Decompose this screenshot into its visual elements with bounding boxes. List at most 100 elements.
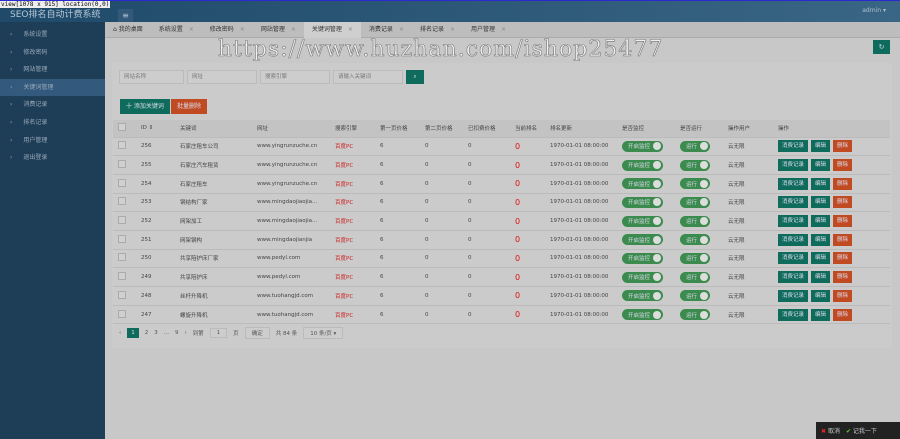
- close-tab-icon[interactable]: ×: [290, 26, 296, 33]
- edit-button[interactable]: 编辑: [811, 215, 831, 228]
- delete-button[interactable]: 删除: [833, 140, 853, 153]
- delete-button[interactable]: 删除: [833, 215, 853, 228]
- per-page-select[interactable]: 10 条/页 ▾: [303, 327, 344, 339]
- consume-record-button[interactable]: 消费记录: [778, 289, 809, 302]
- next-page-button[interactable]: ›: [184, 330, 187, 336]
- sidebar-item[interactable]: › 排名记录: [0, 114, 105, 132]
- prev-page-button[interactable]: ‹: [119, 330, 122, 336]
- close-tab-icon[interactable]: ×: [398, 26, 404, 33]
- row-checkbox-cell[interactable]: [113, 286, 136, 306]
- tab[interactable]: 关键词管理 ×: [303, 22, 361, 38]
- page-button[interactable]: 1: [127, 328, 139, 338]
- page-number-input[interactable]: 1: [209, 328, 228, 338]
- batch-delete-button[interactable]: 批量删除: [171, 99, 208, 114]
- sidebar-item[interactable]: › 用户管理: [0, 132, 105, 150]
- keyword-input[interactable]: 请输入关键词: [333, 70, 403, 84]
- monitor-toggle[interactable]: 开启监控: [622, 309, 664, 321]
- monitor-toggle[interactable]: 开启监控: [622, 178, 664, 190]
- monitor-toggle[interactable]: 开启监控: [622, 271, 664, 283]
- sidebar-item[interactable]: › 关键词管理: [0, 78, 105, 97]
- page-button[interactable]: 9: [174, 330, 179, 336]
- refresh-button[interactable]: ↻: [873, 40, 890, 54]
- run-toggle[interactable]: 运行: [680, 271, 711, 283]
- monitor-toggle[interactable]: 开启监控: [622, 140, 664, 152]
- consume-record-button[interactable]: 消费记录: [778, 177, 809, 190]
- row-checkbox[interactable]: [118, 141, 126, 150]
- row-checkbox-cell[interactable]: [113, 193, 136, 213]
- row-checkbox-cell[interactable]: [113, 137, 136, 157]
- sidebar-item[interactable]: › 修改密码: [0, 44, 105, 62]
- run-toggle[interactable]: 运行: [680, 234, 711, 246]
- delete-button[interactable]: 删除: [833, 271, 853, 284]
- run-toggle[interactable]: 运行: [680, 215, 711, 227]
- row-checkbox-cell[interactable]: [113, 155, 136, 175]
- page-button[interactable]: 2: [144, 330, 149, 336]
- close-tab-icon[interactable]: ×: [239, 26, 245, 33]
- delete-button[interactable]: 删除: [833, 289, 853, 302]
- tab[interactable]: ⌂ 我的桌面: [105, 22, 151, 38]
- guide-ok-button[interactable]: ✔ 记我一下: [845, 428, 877, 435]
- sort-icon[interactable]: ⇕: [146, 125, 154, 132]
- select-all-checkbox[interactable]: [113, 120, 136, 138]
- url-input[interactable]: 网址: [187, 70, 257, 84]
- goto-confirm-button[interactable]: 确定: [244, 327, 270, 339]
- delete-button[interactable]: 删除: [833, 177, 853, 190]
- row-checkbox[interactable]: [118, 253, 126, 262]
- user-menu[interactable]: admin ▾: [862, 7, 886, 14]
- row-checkbox-cell[interactable]: [113, 211, 136, 231]
- row-checkbox[interactable]: [118, 309, 126, 318]
- consume-record-button[interactable]: 消费记录: [778, 159, 809, 172]
- edit-button[interactable]: 编辑: [811, 252, 831, 265]
- row-checkbox[interactable]: [118, 197, 126, 206]
- add-keyword-button[interactable]: 十 添加关键词: [120, 99, 170, 114]
- consume-record-button[interactable]: 消费记录: [778, 215, 809, 228]
- row-checkbox[interactable]: [118, 290, 126, 299]
- close-tab-icon[interactable]: ×: [347, 26, 353, 33]
- monitor-toggle[interactable]: 开启监控: [622, 215, 664, 227]
- run-toggle[interactable]: 运行: [680, 309, 711, 321]
- row-checkbox-cell[interactable]: [113, 174, 136, 194]
- monitor-toggle[interactable]: 开启监控: [622, 159, 664, 171]
- row-checkbox[interactable]: [118, 234, 126, 243]
- row-checkbox[interactable]: [118, 178, 126, 187]
- page-button[interactable]: 3: [154, 330, 158, 336]
- delete-button[interactable]: 删除: [833, 159, 853, 172]
- row-checkbox-cell[interactable]: [113, 267, 136, 287]
- tab[interactable]: 排名记录 ×: [412, 22, 463, 38]
- consume-record-button[interactable]: 消费记录: [778, 140, 809, 153]
- edit-button[interactable]: 编辑: [811, 140, 831, 153]
- consume-record-button[interactable]: 消费记录: [778, 252, 809, 265]
- run-toggle[interactable]: 运行: [680, 178, 711, 190]
- row-checkbox-cell[interactable]: [113, 305, 136, 325]
- site-name-input[interactable]: 网站名称: [119, 70, 184, 84]
- edit-button[interactable]: 编辑: [811, 177, 831, 190]
- tab[interactable]: 用户管理 ×: [463, 22, 514, 38]
- run-toggle[interactable]: 运行: [680, 159, 711, 171]
- sidebar-item[interactable]: › 系统设置: [0, 26, 105, 44]
- delete-button[interactable]: 删除: [833, 196, 853, 209]
- row-checkbox-cell[interactable]: [113, 230, 136, 250]
- menu-toggle-button[interactable]: ≡: [118, 9, 133, 22]
- sidebar-item[interactable]: › 网站管理: [0, 61, 105, 79]
- close-tab-icon[interactable]: ×: [501, 26, 507, 33]
- guide-cancel-button[interactable]: ✖ 取消: [821, 428, 840, 435]
- run-toggle[interactable]: 运行: [680, 140, 711, 152]
- close-tab-icon[interactable]: ×: [188, 26, 194, 33]
- sidebar-item[interactable]: › 退出登录: [0, 149, 105, 167]
- tab[interactable]: 消费记录 ×: [361, 22, 412, 38]
- monitor-toggle[interactable]: 开启监控: [622, 234, 664, 246]
- consume-record-button[interactable]: 消费记录: [778, 308, 809, 321]
- row-checkbox[interactable]: [118, 272, 126, 281]
- monitor-toggle[interactable]: 开启监控: [622, 290, 664, 302]
- engine-select[interactable]: 搜索引擎: [260, 70, 330, 84]
- edit-button[interactable]: 编辑: [811, 196, 831, 209]
- edit-button[interactable]: 编辑: [811, 233, 831, 246]
- run-toggle[interactable]: 运行: [680, 252, 711, 264]
- delete-button[interactable]: 删除: [833, 252, 853, 265]
- edit-button[interactable]: 编辑: [811, 159, 831, 172]
- close-tab-icon[interactable]: ×: [449, 26, 456, 33]
- tab[interactable]: 修改密码 ×: [202, 22, 253, 38]
- search-button[interactable]: ⌕: [406, 70, 424, 84]
- delete-button[interactable]: 删除: [833, 308, 853, 321]
- tab[interactable]: 系统设置 ×: [151, 22, 202, 38]
